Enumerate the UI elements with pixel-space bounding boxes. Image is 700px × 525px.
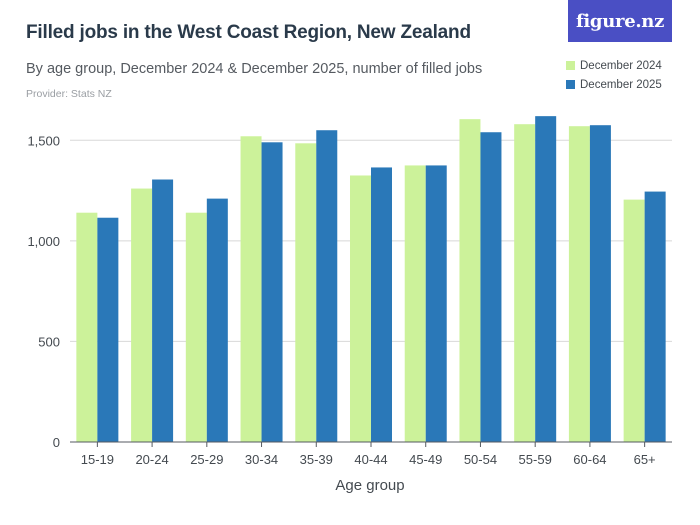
bar-dec-2025-65+ (644, 191, 666, 442)
x-tick-label: 65+ (634, 452, 656, 467)
bars (76, 116, 666, 443)
bar-dec-2024-35-39 (295, 143, 317, 442)
x-tick-label: 25-29 (190, 452, 223, 467)
bar-dec-2024-50-54 (459, 119, 481, 442)
y-tick-label: 0 (53, 435, 60, 450)
chart-legend: December 2024 December 2025 (566, 56, 662, 94)
x-tick-label: 40-44 (354, 452, 387, 467)
x-tick-label: 55-59 (519, 452, 552, 467)
legend-item-series-1: December 2024 (566, 56, 662, 75)
legend-swatch-series-1 (566, 61, 575, 70)
x-tick-label: 35-39 (300, 452, 333, 467)
chart-title: Filled jobs in the West Coast Region, Ne… (26, 22, 471, 43)
y-tick-label: 1,500 (27, 133, 60, 148)
bar-dec-2024-55-59 (514, 124, 536, 443)
bar-dec-2025-15-19 (97, 217, 119, 442)
bar-dec-2025-45-49 (425, 165, 447, 442)
y-tick-label: 1,000 (27, 234, 60, 249)
chart-subtitle: By age group, December 2024 & December 2… (26, 61, 483, 77)
bar-dec-2024-65+ (623, 199, 645, 442)
x-tick-label: 60-64 (573, 452, 606, 467)
bar-dec-2025-30-34 (261, 142, 283, 442)
bar-dec-2025-55-59 (535, 116, 557, 443)
bar-dec-2024-40-44 (350, 175, 371, 442)
bar-dec-2025-35-39 (316, 130, 338, 442)
bar-dec-2024-60-64 (568, 126, 590, 442)
axes: 0 500 1,000 1,500 15-19 20-24 25-29 30-34 35-39 4… (27, 133, 672, 467)
bar-dec-2025-60-64 (589, 125, 611, 442)
bar-dec-2024-45-49 (404, 165, 426, 442)
bar-dec-2024-30-34 (240, 136, 262, 442)
provider-note: Provider: Stats NZ (26, 88, 112, 100)
bar-dec-2024-15-19 (76, 212, 98, 442)
legend-label-series-1: December 2024 (580, 59, 662, 72)
x-tick-label: 30-34 (245, 452, 278, 467)
y-tick-label: 500 (38, 334, 60, 349)
bar-dec-2025-40-44 (371, 167, 392, 442)
x-tick-label: 15-19 (81, 452, 114, 467)
x-tick-label: 45-49 (409, 452, 442, 467)
bar-dec-2025-20-24 (152, 179, 174, 442)
x-tick-label: 20-24 (135, 452, 168, 467)
x-axis-label: Age group (335, 477, 404, 494)
bar-dec-2024-25-29 (185, 212, 207, 442)
bar-dec-2025-50-54 (480, 132, 502, 443)
x-tick-label: 50-54 (464, 452, 497, 467)
figure-nz-logo[interactable]: figure.nz (568, 0, 672, 42)
legend-label-series-2: December 2025 (580, 78, 662, 91)
legend-swatch-series-2 (566, 80, 575, 89)
legend-item-series-2: December 2025 (566, 75, 662, 94)
bar-dec-2024-20-24 (131, 188, 153, 442)
bar-dec-2025-25-29 (206, 198, 228, 442)
